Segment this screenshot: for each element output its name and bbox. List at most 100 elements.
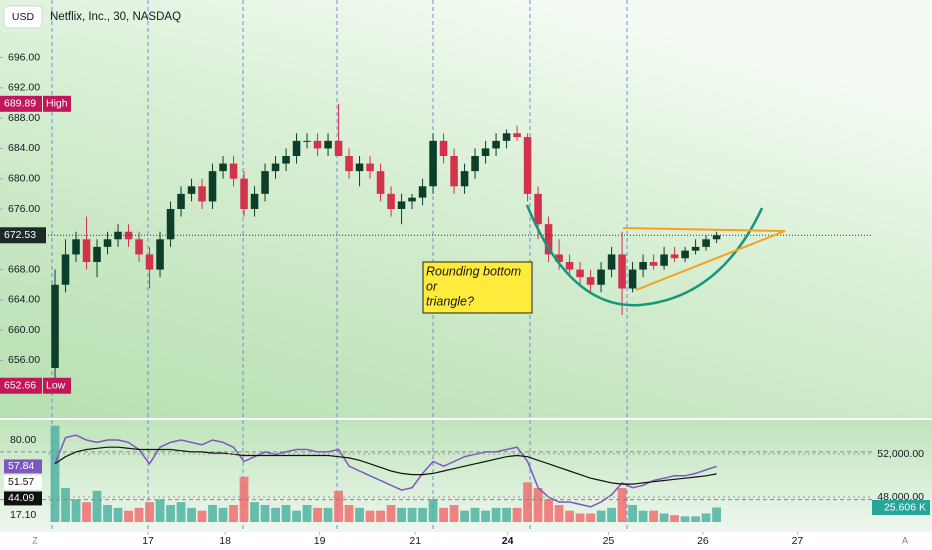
candle-body: [670, 254, 679, 259]
price-tag-value: 689.89: [4, 98, 36, 110]
x-tick-label: 19: [314, 535, 326, 547]
candle-body: [271, 163, 280, 172]
candle-body: [492, 140, 500, 149]
main-panel: [0, 0, 932, 418]
volume-bar: [323, 507, 333, 522]
candle-body: [250, 193, 259, 209]
volume-bar: [649, 510, 658, 522]
chart-title: Netflix, Inc., 30, NASDAQ: [50, 11, 181, 23]
volume-bar: [271, 507, 280, 522]
candle-body: [618, 254, 626, 289]
candle-body: [282, 155, 290, 164]
last-price-tag: [0, 227, 46, 244]
candle-body: [177, 193, 185, 209]
candle-body: [712, 235, 721, 240]
volume-bar: [481, 510, 490, 522]
candle-body: [639, 262, 647, 270]
x-tick-label: 24: [502, 535, 514, 547]
volume-bar: [628, 505, 637, 522]
volume-bar: [565, 510, 574, 522]
auto-button[interactable]: A: [902, 535, 908, 545]
candle-body: [555, 254, 563, 263]
candle-body: [607, 254, 616, 270]
candle-body: [387, 193, 395, 209]
candle-body: [565, 262, 574, 270]
volume-bar: [155, 499, 165, 522]
candle-body: [691, 246, 700, 251]
candle-body: [408, 197, 416, 202]
volume-bar: [166, 505, 175, 522]
candle-body: [198, 186, 206, 202]
volume-bar: [670, 515, 679, 522]
candle-body: [261, 171, 269, 194]
candle-body: [397, 201, 406, 209]
osc-tick-label: 80.00: [10, 434, 36, 446]
osc-value-tag: [4, 475, 42, 490]
osc-value-tag: [4, 459, 42, 474]
x-tick-label: 21: [409, 535, 421, 547]
x-tick-label: 26: [697, 535, 709, 547]
volume-bar: [260, 505, 270, 522]
price-tag-badge: [43, 377, 71, 394]
volume-bar: [575, 513, 585, 522]
currency-label[interactable]: USD: [12, 11, 35, 23]
volume-bar: [460, 510, 469, 522]
osc-line: [54, 446, 717, 485]
y-tick-label: 664.00: [8, 294, 40, 306]
volume-bar: [680, 516, 690, 522]
volume-bar: [145, 502, 154, 522]
volume-bar: [82, 502, 91, 522]
osc-value-label: 51.57: [8, 476, 34, 488]
x-tick-label: 17: [142, 535, 154, 547]
volume-bar: [71, 499, 81, 522]
candle-body: [544, 224, 553, 255]
candle-body: [429, 140, 437, 187]
volume-bar: [533, 488, 543, 522]
candle-body: [597, 269, 605, 285]
time-axis: [0, 532, 932, 550]
candle-body: [72, 239, 80, 255]
volume-bar: [250, 502, 259, 522]
volume-bar: [61, 488, 70, 522]
annotation-line: triangle?: [426, 294, 474, 308]
candle-body: [82, 239, 91, 263]
volume-last-label: 25.606 K: [884, 501, 926, 513]
volume-bar: [586, 513, 595, 522]
volume-bar: [386, 505, 396, 522]
y-tick-label: 696.00: [8, 51, 40, 63]
volume-bar: [449, 505, 459, 522]
volume-bar: [418, 507, 427, 522]
volume-bar: [502, 507, 511, 522]
y-tick-label: 684.00: [8, 142, 40, 154]
osc-value-label: 44.09: [8, 492, 34, 504]
volume-bar: [428, 499, 438, 522]
volume-bar: [208, 505, 217, 522]
candle-body: [471, 155, 479, 172]
candle-body: [523, 137, 532, 194]
y-tick-label: 668.00: [8, 263, 40, 275]
candle-body: [208, 171, 217, 202]
volume-bar: [302, 505, 312, 522]
annotation-line: or: [426, 279, 438, 293]
candle-body: [324, 140, 332, 149]
triangle-bottom-line: [635, 230, 786, 291]
price-tag: [0, 377, 42, 394]
volume-bar: [187, 507, 196, 522]
currency-button[interactable]: [3, 5, 43, 29]
y-tick-label: 688.00: [8, 112, 40, 124]
zoom-button[interactable]: Z: [32, 535, 38, 545]
volume-bar: [491, 507, 501, 522]
volume-bar: [439, 507, 448, 522]
y-tick-label: 656.00: [8, 354, 40, 366]
volume-bar: [617, 488, 627, 522]
candle-body: [586, 277, 595, 285]
volume-bar: [124, 510, 133, 522]
candle-body: [702, 239, 710, 247]
volume-bar: [197, 510, 207, 522]
volume-bar: [229, 505, 238, 522]
candle-body: [649, 262, 658, 266]
candle-body: [334, 140, 343, 156]
candle-body: [156, 239, 164, 270]
volume-bar: [292, 510, 301, 522]
volume-bar: [113, 507, 123, 522]
